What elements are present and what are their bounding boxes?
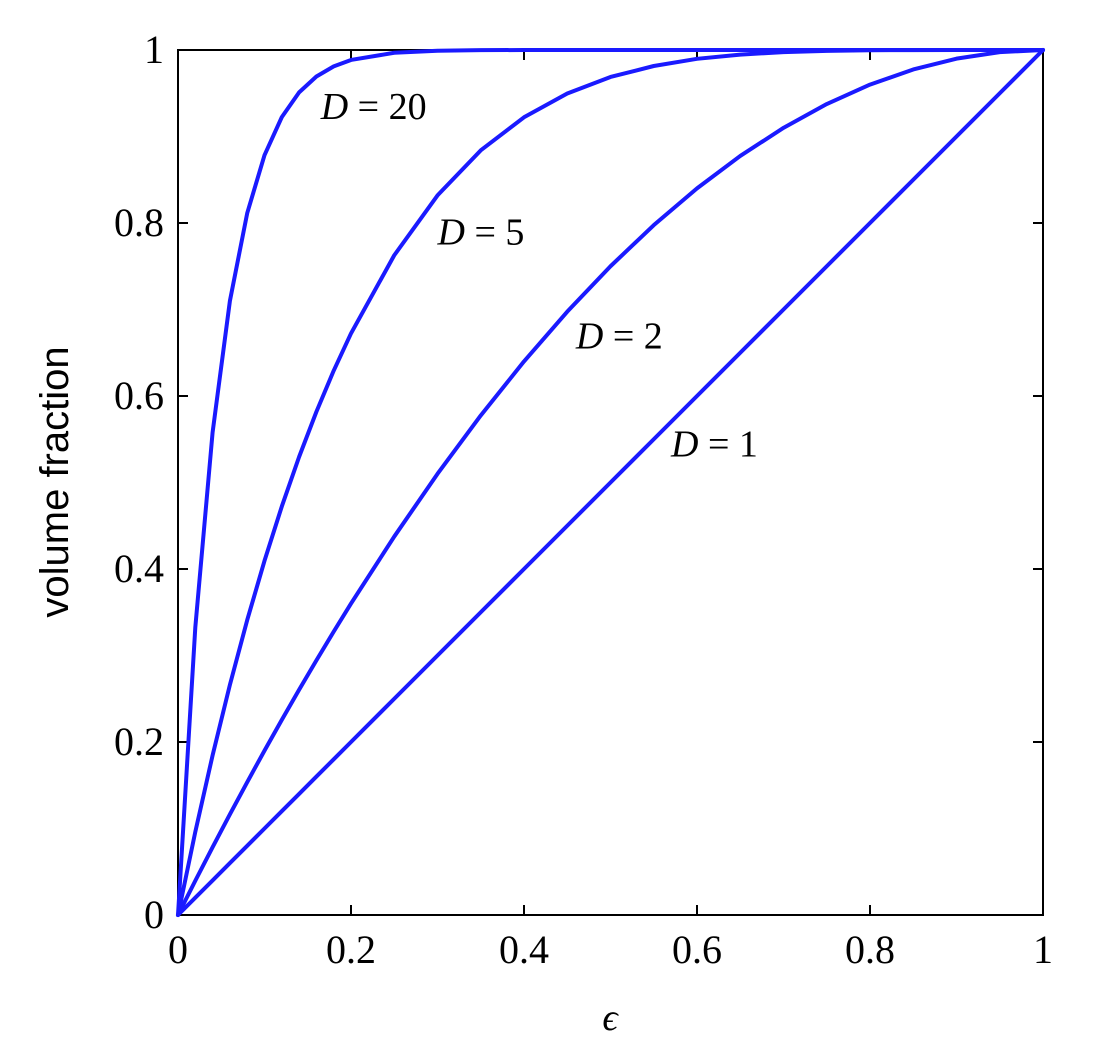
series-label-rest-0: = 1: [699, 424, 758, 466]
x-tick-label-1: 0.2: [326, 927, 376, 972]
series-label-var-2: D: [437, 212, 465, 254]
x-tick-label-2: 0.4: [499, 927, 549, 972]
x-tick-label-5: 1: [1033, 927, 1053, 972]
y-tick-label-0: 0: [144, 892, 164, 937]
y-tick-label-3: 0.6: [114, 373, 164, 418]
y-tick-label-2: 0.4: [114, 546, 164, 591]
series-label-1: D = 2: [575, 315, 663, 357]
axis-tick-labels: 0 0.2 0.4 0.6 0.8 1 0 0.2 0.4 0.6 0.8 1: [114, 27, 1053, 972]
series-label-var-0: D: [670, 424, 698, 466]
series-label-var-3: D: [320, 86, 348, 128]
y-tick-label-5: 1: [144, 27, 164, 72]
series-line-1: [176, 48, 1045, 917]
x-tick-label-3: 0.6: [672, 927, 722, 972]
series-label-0: D = 1: [670, 424, 758, 466]
series-label-rest-1: = 2: [603, 315, 662, 357]
series-line-0: [176, 48, 1045, 917]
series-lines: [176, 48, 1045, 917]
x-tick-label-0: 0: [168, 927, 188, 972]
y-axis-title: volume fraction: [33, 346, 77, 617]
x-tick-label-4: 0.8: [845, 927, 895, 972]
y-tick-label-1: 0.2: [114, 719, 164, 764]
series-labels: D = 1D = 2D = 5D = 20: [320, 86, 758, 465]
y-tick-label-4: 0.8: [114, 200, 164, 245]
series-label-3: D = 20: [320, 86, 427, 128]
x-axis-title: ϵ: [602, 997, 619, 1039]
series-label-rest-3: = 20: [348, 86, 426, 128]
series-line-3: [176, 48, 1045, 917]
series-label-2: D = 5: [437, 212, 525, 254]
series-label-var-1: D: [575, 315, 603, 357]
series-label-rest-2: = 5: [465, 212, 524, 254]
